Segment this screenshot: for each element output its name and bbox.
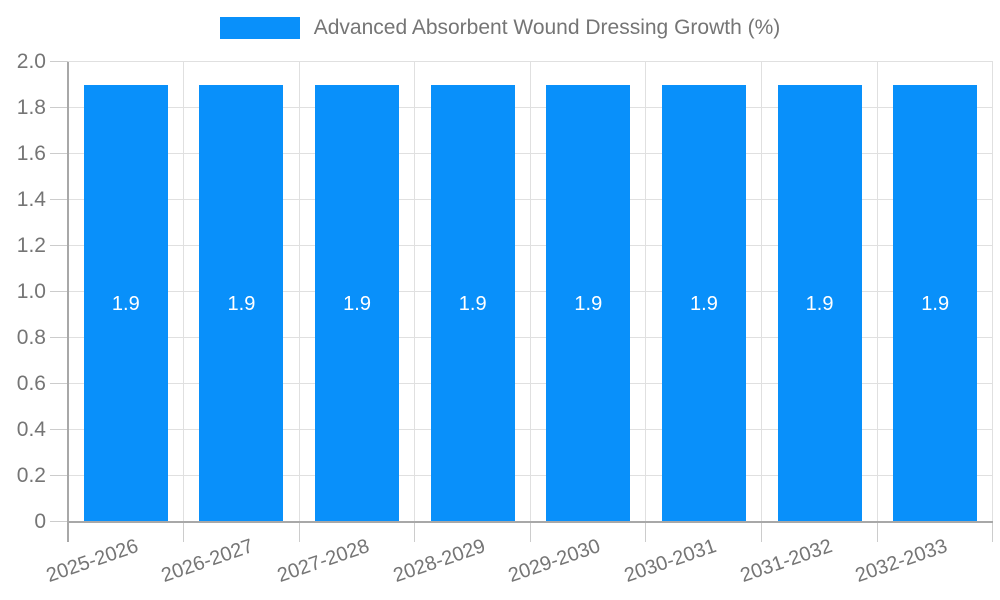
gridline-x: [529, 62, 531, 522]
y-axis-tick: [50, 521, 68, 523]
x-axis-tick: [992, 522, 994, 542]
y-axis-line: [67, 62, 69, 542]
gridline-y: [68, 61, 993, 63]
bar-value-label: 1.9: [574, 292, 603, 315]
x-axis-tick: [876, 522, 878, 542]
x-axis-tick: [414, 522, 416, 542]
bar-value-label: 1.9: [458, 292, 487, 315]
x-axis-line: [68, 521, 993, 523]
y-axis-tick: [50, 153, 68, 155]
y-axis-tick: [50, 107, 68, 109]
y-tick-label: 1.6: [16, 142, 46, 165]
gridline-x: [182, 62, 184, 522]
y-axis-tick: [50, 337, 68, 339]
legend: Advanced Absorbent Wound Dressing Growth…: [0, 16, 1000, 40]
bar[interactable]: [777, 85, 862, 522]
bar-value-label: 1.9: [805, 292, 834, 315]
gridline-x: [992, 62, 994, 522]
y-tick-label: 1.0: [16, 280, 46, 303]
bar[interactable]: [546, 85, 631, 522]
x-axis-tick: [761, 522, 762, 542]
x-axis-tick: [529, 522, 531, 542]
y-axis-tick: [50, 475, 68, 477]
y-axis-tick: [50, 61, 68, 63]
legend-label[interactable]: Advanced Absorbent Wound Dressing Growth…: [313, 16, 781, 39]
y-tick-label: 0.4: [16, 418, 46, 441]
bar[interactable]: [430, 85, 515, 522]
y-tick-label: 1.8: [16, 96, 46, 119]
bar[interactable]: [199, 85, 284, 522]
x-axis-tick: [298, 522, 300, 542]
bar-value-label: 1.9: [690, 292, 718, 315]
y-axis-tick: [50, 245, 68, 247]
y-axis-tick: [50, 383, 68, 385]
y-axis-tick: [50, 291, 68, 293]
y-tick-label: 0.2: [16, 464, 46, 487]
bar[interactable]: [83, 85, 168, 522]
gridline-x: [414, 62, 416, 522]
gridline-x: [876, 62, 878, 522]
y-tick-label: 0.8: [16, 326, 46, 349]
y-tick-label: 1.2: [16, 234, 46, 257]
gridline-x: [298, 62, 300, 522]
y-tick-label: 1.4: [16, 188, 46, 211]
x-axis-tick: [645, 522, 647, 542]
gridline-x: [761, 62, 762, 522]
bar-value-label: 1.9: [111, 292, 140, 315]
bar[interactable]: [661, 85, 746, 522]
legend-swatch[interactable]: [219, 17, 300, 39]
y-axis-tick: [50, 429, 68, 431]
y-tick-label: 2.0: [16, 50, 46, 73]
bar[interactable]: [893, 85, 978, 522]
y-tick-label: 0: [34, 510, 46, 533]
gridline-x: [645, 62, 647, 522]
y-axis-tick: [50, 199, 68, 201]
bar-value-label: 1.9: [343, 292, 371, 315]
y-tick-label: 0.6: [16, 372, 46, 395]
bar[interactable]: [315, 85, 400, 522]
x-axis-tick: [182, 522, 184, 542]
bar-value-label: 1.9: [921, 292, 950, 315]
bar-value-label: 1.9: [227, 292, 256, 315]
